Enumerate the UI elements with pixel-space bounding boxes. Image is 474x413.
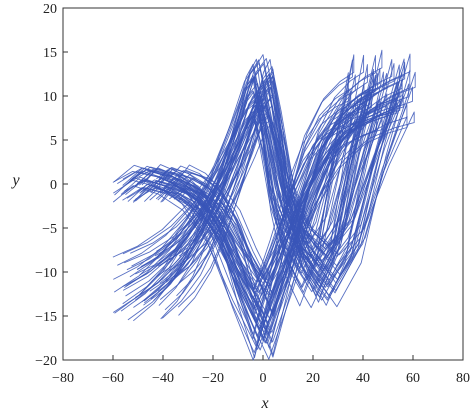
trajectory-loop-58 — [178, 64, 368, 356]
x-tick-label: 0 — [260, 371, 267, 386]
x-tick-label: 80 — [456, 371, 470, 386]
trajectory-loop-38 — [112, 78, 403, 350]
trajectory-loop-17 — [168, 119, 377, 295]
x-axis-label: x — [260, 395, 268, 412]
x-tick-label: 60 — [406, 371, 420, 386]
y-tick-label: 20 — [43, 2, 57, 17]
y-axis-label: y — [10, 172, 20, 189]
y-tick-label: 5 — [50, 134, 57, 149]
trajectory-loop-56 — [122, 95, 404, 280]
y-tick-label: 15 — [43, 46, 57, 61]
trajectory-loop-50 — [157, 93, 388, 294]
y-tick-label: −20 — [35, 354, 57, 369]
trajectory-loop-57 — [124, 72, 388, 322]
y-tick-label: 0 — [50, 178, 57, 193]
trajectory-loop-22 — [154, 102, 378, 281]
y-tick-label: −10 — [35, 266, 57, 281]
y-tick-label: −15 — [35, 310, 57, 325]
trajectory-loop-47 — [178, 90, 367, 315]
y-tick-label: 10 — [43, 90, 57, 105]
x-tick-label: −20 — [202, 371, 224, 386]
x-tick-label: 40 — [356, 371, 370, 386]
y-tick-label: −5 — [42, 222, 57, 237]
trajectory-loop-52 — [135, 93, 396, 331]
x-tick-label: −80 — [52, 371, 74, 386]
axes: −80 −60 −40 −20 0 20 40 60 80 −20 −15 −10 −5 0 5 10 15 20 — [35, 2, 470, 386]
x-tick-label: −60 — [102, 371, 124, 386]
trajectory-traces — [112, 49, 416, 361]
trajectory-loop-49 — [113, 58, 405, 330]
trajectory-loop-48 — [141, 55, 376, 342]
x-tick-label: 20 — [306, 371, 320, 386]
trajectory-loop-59 — [143, 88, 371, 338]
trajectory-loop-55 — [169, 95, 373, 287]
x-tick-label: −40 — [152, 371, 174, 386]
